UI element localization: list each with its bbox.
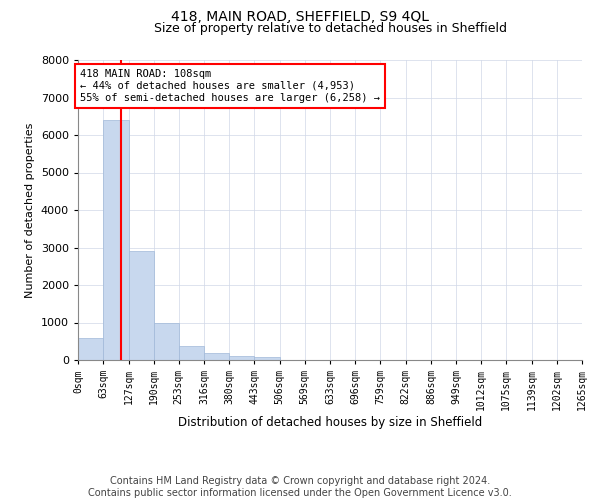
Bar: [154, 324, 179, 360]
Y-axis label: Number of detached properties: Number of detached properties: [25, 122, 35, 298]
Bar: [204, 354, 229, 360]
Bar: [78, 338, 103, 360]
X-axis label: Distribution of detached houses by size in Sheffield: Distribution of detached houses by size …: [178, 416, 482, 428]
Bar: [254, 356, 280, 360]
Text: 418 MAIN ROAD: 108sqm
← 44% of detached houses are smaller (4,953)
55% of semi-d: 418 MAIN ROAD: 108sqm ← 44% of detached …: [80, 70, 380, 102]
Text: 418, MAIN ROAD, SHEFFIELD, S9 4QL: 418, MAIN ROAD, SHEFFIELD, S9 4QL: [171, 10, 429, 24]
Bar: [229, 356, 254, 360]
Bar: [179, 346, 204, 360]
Title: Size of property relative to detached houses in Sheffield: Size of property relative to detached ho…: [154, 22, 506, 35]
Text: Contains HM Land Registry data © Crown copyright and database right 2024.
Contai: Contains HM Land Registry data © Crown c…: [88, 476, 512, 498]
Bar: [128, 250, 154, 360]
Bar: [103, 120, 128, 360]
